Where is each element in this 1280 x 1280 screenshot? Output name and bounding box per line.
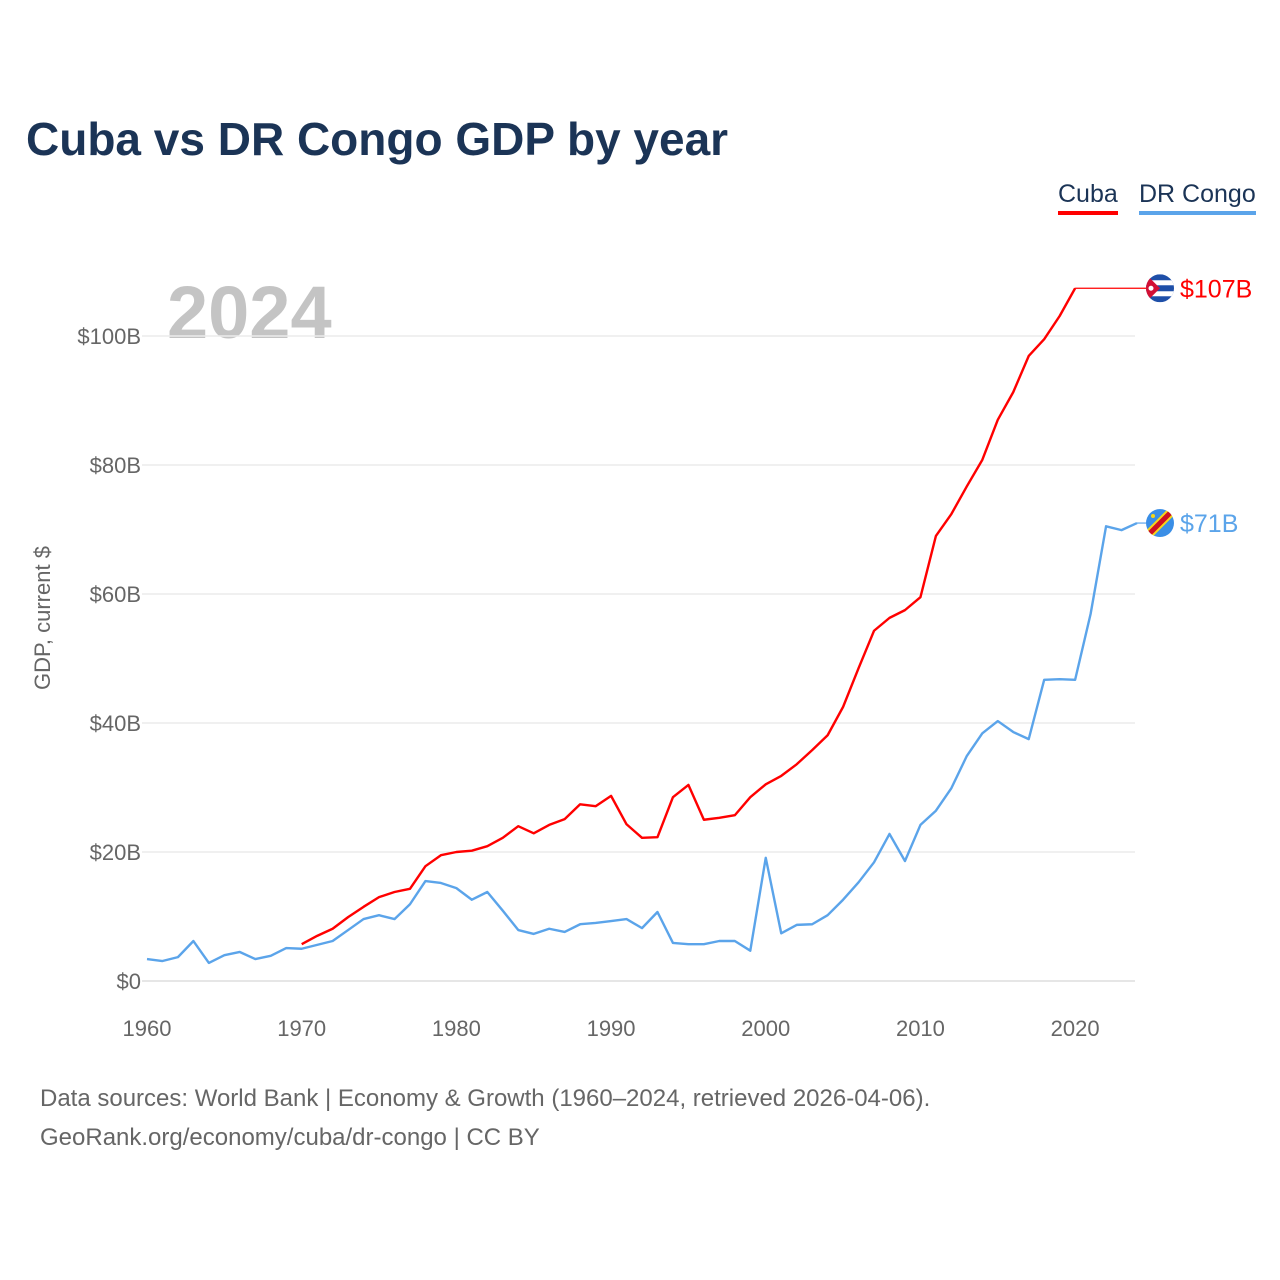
series-line-cuba [301, 287, 1077, 946]
x-tick-label: 2000 [741, 1016, 790, 1041]
flag-star [1148, 285, 1154, 291]
footer-link[interactable]: GeoRank.org/economy/cuba/dr-congo | CC B… [40, 1124, 540, 1151]
cuba-flag-icon [1146, 274, 1174, 303]
series-line-dr-congo [146, 521, 1138, 965]
stripe [1146, 280, 1174, 286]
year-watermark: 2024 [167, 271, 332, 354]
x-tick-label: 2020 [1051, 1016, 1100, 1041]
legend-cuba[interactable]: Cuba [1058, 180, 1118, 215]
dr-congo-flag-icon [1146, 509, 1174, 538]
y-tick-label: $20B [90, 840, 141, 865]
x-tick-label: 1960 [123, 1016, 172, 1041]
x-tick-label: 1980 [432, 1016, 481, 1041]
y-tick-label: $0 [117, 969, 141, 994]
y-tick-label: $60B [90, 582, 141, 607]
y-tick-label: $80B [90, 453, 141, 478]
flag [1146, 509, 1174, 538]
chart-title: Cuba vs DR Congo GDP by year [26, 113, 729, 165]
x-tick-label: 2010 [896, 1016, 945, 1041]
y-tick-label: $40B [90, 711, 141, 736]
y-axis-label: GDP, current $ [30, 546, 55, 690]
flag [1146, 274, 1174, 303]
y-tick-label: $100B [77, 324, 141, 349]
end-value-label: $107B [1180, 275, 1252, 303]
x-tick-label: 1970 [277, 1016, 326, 1041]
flag-star [1151, 514, 1155, 519]
stripe [1146, 291, 1174, 297]
end-value-label: $71B [1180, 510, 1238, 538]
x-tick-label: 1990 [587, 1016, 636, 1041]
footer-sources: Data sources: World Bank | Economy & Gro… [40, 1085, 931, 1112]
legend-dr-congo[interactable]: DR Congo [1139, 180, 1256, 215]
